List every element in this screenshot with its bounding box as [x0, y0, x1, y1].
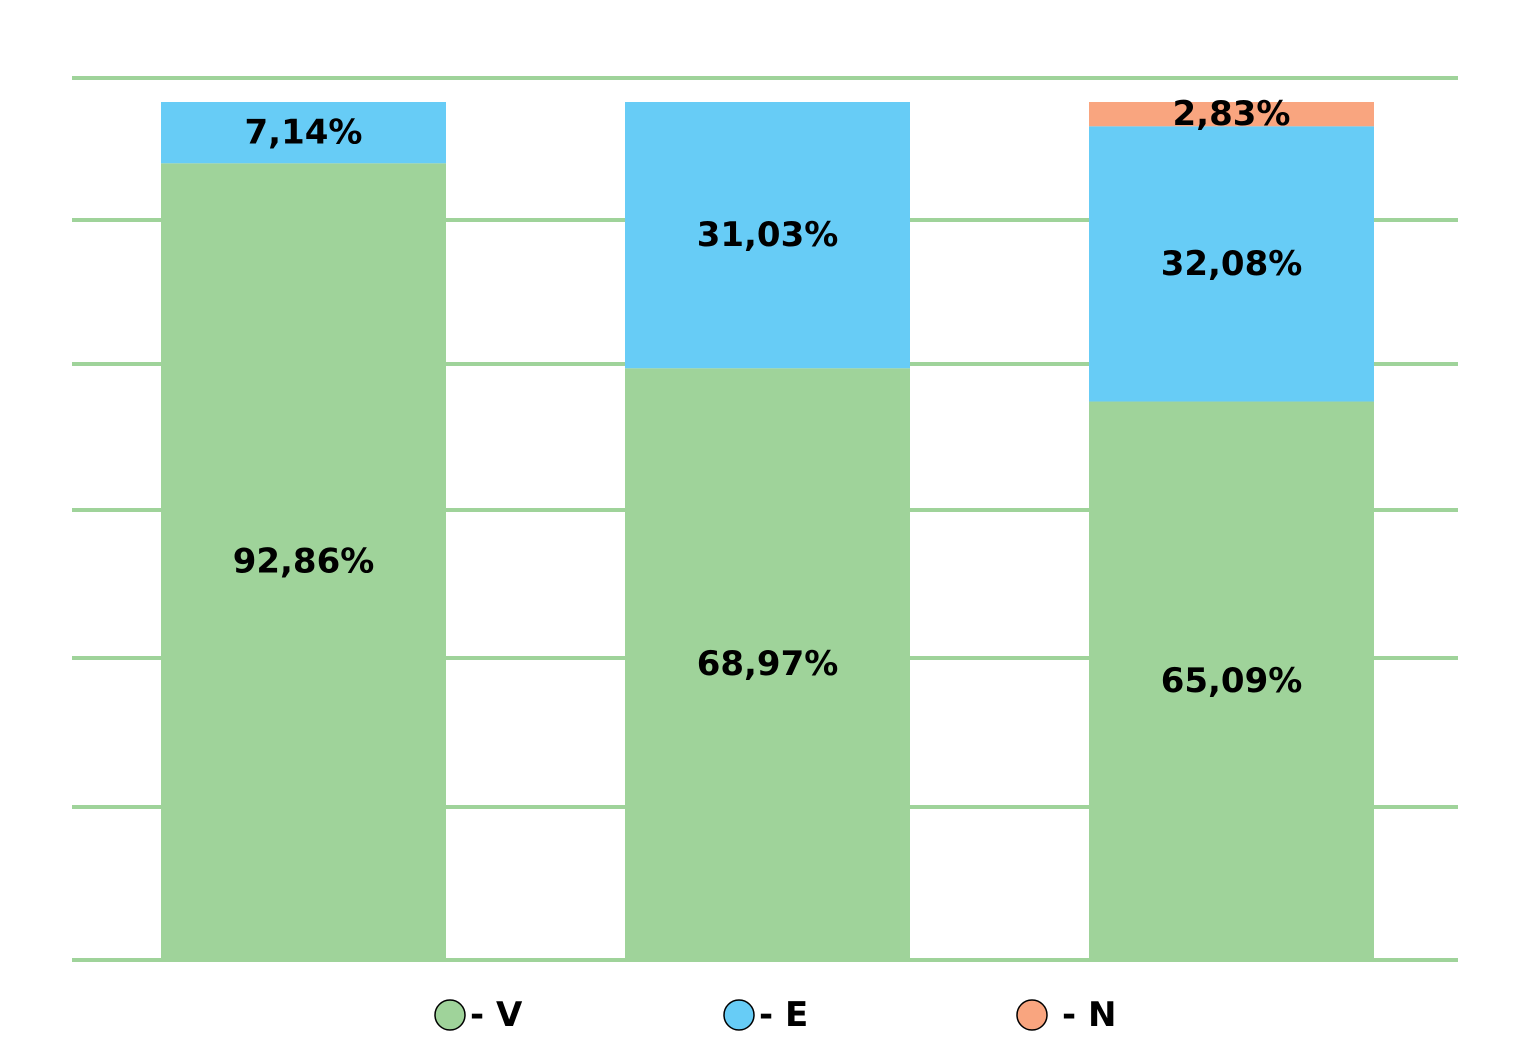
bar-segment-e — [1089, 126, 1374, 402]
data-label: 65,09% — [1161, 661, 1303, 701]
legend-marker — [434, 999, 466, 1031]
bar-segment-v — [161, 163, 446, 960]
bar-segment-e — [161, 102, 446, 164]
legend-label: - V — [470, 995, 523, 1035]
legend-label: - E — [759, 995, 808, 1035]
data-label: 2,83% — [1173, 94, 1291, 134]
data-label: 68,97% — [697, 644, 839, 684]
bar-segment-v — [625, 368, 910, 960]
data-label: 31,03% — [697, 215, 839, 255]
legend-marker — [1016, 999, 1048, 1031]
bar-segment-v — [1089, 401, 1374, 960]
data-label: 7,14% — [245, 113, 363, 153]
data-label: 32,08% — [1161, 244, 1303, 284]
legend-marker — [723, 999, 755, 1031]
data-labels: 92,86% 7,14% 68,97% 31,03% 65,09% 32,08% 2,83% — [233, 94, 1303, 701]
bar-segment-e — [625, 102, 910, 369]
data-label: 92,86% — [233, 542, 375, 582]
bar-segment-n — [1089, 102, 1374, 127]
legend-label: - N — [1062, 995, 1116, 1035]
bars — [161, 102, 1374, 960]
legend: - V- E- N — [434, 995, 1116, 1035]
